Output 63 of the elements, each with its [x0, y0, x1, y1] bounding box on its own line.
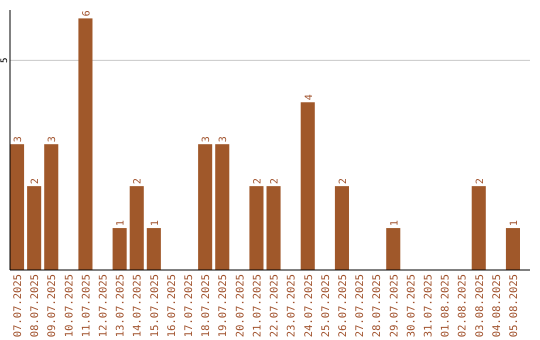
data-label: 4 — [304, 94, 315, 100]
x-tick-label: 31.07.2025 — [422, 274, 434, 338]
data-label: 2 — [474, 178, 486, 184]
data-label: 6 — [81, 10, 92, 16]
x-tick-label: 29.07.2025 — [388, 274, 400, 338]
x-tick-label: 21.07.2025 — [251, 274, 264, 338]
data-label: 2 — [252, 178, 264, 184]
bar — [78, 18, 92, 270]
bar — [27, 186, 42, 270]
bar — [506, 228, 520, 270]
bar — [334, 186, 349, 270]
x-tick-label: 30.07.2025 — [405, 274, 418, 338]
x-tick-label: 20.07.2025 — [234, 274, 246, 338]
x-tick-label: 11.07.2025 — [80, 274, 92, 338]
x-tick-label: 05.08.2025 — [508, 274, 520, 338]
data-label: 3 — [47, 136, 58, 142]
y-tick-label: 5 — [0, 58, 10, 64]
bar — [198, 144, 212, 270]
bar — [249, 186, 264, 270]
x-tick-label: 12.07.2025 — [98, 274, 110, 338]
x-tick-label: 19.07.2025 — [217, 274, 230, 338]
x-tick-label: 09.07.2025 — [46, 274, 58, 338]
x-tick-label: 16.07.2025 — [166, 274, 178, 338]
data-label: 1 — [389, 220, 400, 226]
data-label: 1 — [116, 220, 127, 226]
bar — [146, 228, 161, 270]
bar — [472, 186, 486, 270]
x-tick-label: 03.08.2025 — [474, 274, 486, 338]
x-tick-label: 28.07.2025 — [371, 274, 384, 338]
x-tick-label: 25.07.2025 — [320, 274, 332, 338]
x-tick-label: 15.07.2025 — [148, 274, 161, 338]
x-tick-label: 27.07.2025 — [354, 274, 366, 338]
data-label: 3 — [201, 136, 212, 142]
x-tick-label: 24.07.2025 — [302, 274, 315, 338]
bar — [44, 144, 58, 270]
data-label: 2 — [270, 178, 281, 184]
data-label: 3 — [218, 136, 230, 142]
bar — [266, 186, 281, 270]
data-label: 3 — [13, 136, 24, 142]
x-tick-label: 26.07.2025 — [336, 274, 349, 338]
bar — [10, 144, 24, 270]
x-tick-label: 01.08.2025 — [440, 274, 452, 338]
bar — [215, 144, 230, 270]
x-tick-label: 07.07.2025 — [12, 274, 24, 338]
data-label: 2 — [30, 178, 42, 184]
x-tick-label: 18.07.2025 — [200, 274, 212, 338]
x-tick-label: 13.07.2025 — [114, 274, 127, 338]
x-tick-label: 02.08.2025 — [456, 274, 469, 338]
bar — [386, 228, 400, 270]
x-tick-label: 04.08.2025 — [490, 274, 503, 338]
bar — [300, 102, 315, 270]
bar — [130, 186, 144, 270]
x-tick-label: 10.07.2025 — [63, 274, 76, 338]
data-label: 1 — [508, 220, 520, 226]
data-label: 1 — [150, 220, 161, 226]
x-tick-label: 23.07.2025 — [286, 274, 298, 338]
data-label: 2 — [338, 178, 349, 184]
x-tick-label: 22.07.2025 — [268, 274, 281, 338]
x-tick-label: 08.07.2025 — [29, 274, 42, 338]
data-label: 2 — [132, 178, 144, 184]
bar — [112, 228, 127, 270]
x-tick-label: 17.07.2025 — [183, 274, 196, 338]
x-tick-label: 14.07.2025 — [132, 274, 144, 338]
